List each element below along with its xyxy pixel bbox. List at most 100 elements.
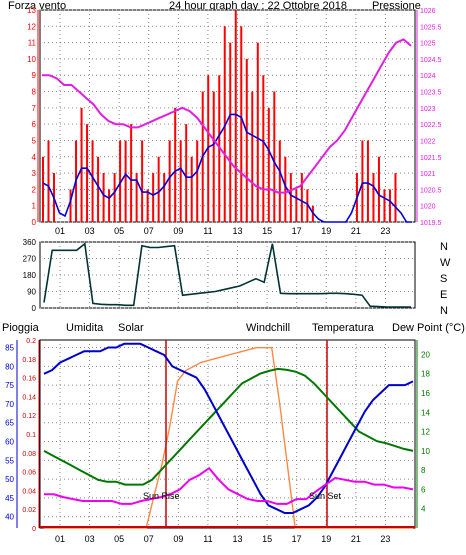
- temperature-label: Temperatura: [312, 322, 375, 334]
- pressure-tick-1020: 1020: [420, 204, 436, 211]
- top-x-label-01: 01: [55, 226, 65, 236]
- graph-title: 24 hour graph day : 22 Ottobre 2018: [169, 0, 347, 12]
- pressure-tick-1025.5: 1025.5: [420, 24, 442, 31]
- humidity-tick-70: 70: [5, 400, 14, 409]
- humidity-tick-45: 45: [5, 494, 14, 503]
- rain-tick-0.16: 0.16: [22, 376, 36, 383]
- rain-tick-0.06: 0.06: [22, 470, 36, 477]
- humidity-tick-55: 55: [5, 456, 14, 465]
- windchill-label: Windchill: [246, 322, 290, 334]
- humidity-tick-60: 60: [5, 438, 14, 447]
- top-x-axis: 01 03 05 07 09 11 13 15 17 19 21 23: [55, 226, 390, 236]
- top-x-label-05: 05: [114, 226, 124, 236]
- bottom-x-label-13: 13: [232, 534, 242, 544]
- pressure-tick-1023.5: 1023.5: [420, 90, 442, 97]
- temperature-tick-18: 18: [421, 370, 430, 379]
- bottom-x-label-21: 21: [351, 534, 361, 544]
- top-x-label-09: 09: [173, 226, 183, 236]
- wind-force-label: Forza vento: [8, 0, 66, 12]
- wind-tick-2: 2: [32, 185, 37, 194]
- top-plot-area: [39, 9, 416, 223]
- direction-series: [43, 242, 411, 308]
- pressure-tick-1026: 1026: [420, 8, 436, 15]
- temperature-tick-4: 4: [421, 505, 426, 514]
- pressure-tick-1024.5: 1024.5: [420, 57, 442, 64]
- bottom-axes: 40 45 50 55 60 65 70 75 80 85 0 0.02 0.04 0.06 0.08 0.1…: [5, 338, 430, 533]
- direction-tick-0: 0: [32, 304, 37, 313]
- wind-tick-10: 10: [27, 55, 36, 64]
- rain-tick-0: 0: [32, 526, 36, 533]
- humidity-tick-50: 50: [5, 475, 14, 484]
- humidity-line: [43, 342, 414, 514]
- bottom-x-label-07: 07: [144, 534, 154, 544]
- pressure-tick-1022: 1022: [420, 138, 436, 145]
- direction-tick-360: 360: [23, 238, 37, 247]
- top-x-label-13: 13: [232, 226, 242, 236]
- pressure-tick-1021: 1021: [420, 171, 436, 178]
- temperature-tick-6: 6: [421, 485, 426, 494]
- compass-label-3: E: [440, 289, 447, 301]
- bottom-x-label-11: 11: [203, 534, 212, 544]
- temperature-tick-20: 20: [421, 350, 430, 359]
- humidity-tick-75: 75: [5, 381, 14, 390]
- direction-grid: [40, 241, 415, 309]
- rain-tick-0.12: 0.12: [22, 413, 36, 420]
- compass-label-1: W: [440, 257, 451, 269]
- bottom-x-label-05: 05: [114, 534, 124, 544]
- pressure-label: Pressione: [372, 0, 421, 12]
- bottom-x-label-23: 23: [380, 534, 390, 544]
- pressure-axis: 1019.5 1020 1020.5 1021 1021.5 1022 1022.5 1023…: [416, 8, 442, 227]
- wind-tick-0: 0: [32, 218, 37, 227]
- rain-label: Pioggia: [2, 322, 40, 334]
- top-x-label-19: 19: [321, 226, 331, 236]
- bottom-x-label-15: 15: [262, 534, 272, 544]
- pressure-tick-1024: 1024: [420, 73, 436, 80]
- wind-tick-11: 11: [28, 39, 37, 48]
- pressure-tick-1023: 1023: [420, 106, 436, 113]
- bottom-x-label-09: 09: [173, 534, 183, 544]
- bottom-x-label-19: 19: [321, 534, 331, 544]
- temperature-tick-16: 16: [421, 389, 430, 398]
- top-x-label-23: 23: [380, 226, 390, 236]
- humidity-label: Umidita: [66, 322, 104, 334]
- temperature-tick-14: 14: [421, 408, 430, 417]
- direction-tick-180: 180: [23, 271, 37, 280]
- sun-set-label: Sun Set: [309, 491, 342, 501]
- humidity-tick-80: 80: [5, 362, 14, 371]
- dewpoint-label: Dew Point (°C): [392, 322, 465, 334]
- solar-label: Solar: [118, 322, 144, 334]
- top-x-label-21: 21: [351, 226, 361, 236]
- dewpoint-line: [44, 466, 414, 505]
- temperature-tick-8: 8: [421, 466, 426, 475]
- wind-direction-line: [43, 242, 411, 308]
- humidity-tick-40: 40: [5, 513, 14, 522]
- bottom-x-axis: 01 03 05 07 09 11 13 15 17 19 21 23: [55, 534, 390, 544]
- rain-tick-0.2: 0.2: [26, 338, 36, 345]
- wind-tick-1: 1: [32, 202, 37, 211]
- rain-tick-0.02: 0.02: [22, 507, 36, 514]
- bottom-x-label-17: 17: [292, 534, 302, 544]
- temperature-tick-10: 10: [421, 447, 430, 456]
- bottom-x-label-01: 01: [55, 534, 65, 544]
- rain-tick-0.04: 0.04: [22, 488, 36, 495]
- pressure-tick-1022.5: 1022.5: [420, 122, 442, 129]
- pressure-tick-1025: 1025: [420, 41, 436, 48]
- top-x-label-07: 07: [144, 226, 154, 236]
- wind-tick-5: 5: [32, 136, 37, 145]
- top-grid: [40, 9, 415, 223]
- wind-tick-6: 6: [32, 120, 37, 129]
- rain-tick-0.18: 0.18: [22, 357, 36, 364]
- wind-tick-12: 12: [27, 22, 36, 31]
- pressure-tick-1019.5: 1019.5: [420, 220, 442, 227]
- wind-average-line: [42, 113, 412, 223]
- top-x-label-17: 17: [292, 226, 302, 236]
- wind-tick-8: 8: [32, 88, 37, 97]
- temperature-line: [43, 367, 414, 486]
- compass-label-4: N: [440, 305, 448, 317]
- compass-label-0: N: [440, 241, 448, 253]
- compass-label-2: S: [440, 273, 447, 285]
- wind-tick-9: 9: [32, 71, 37, 80]
- direction-axis: 0 90 180 270 360: [23, 238, 37, 313]
- humidity-tick-85: 85: [5, 344, 14, 353]
